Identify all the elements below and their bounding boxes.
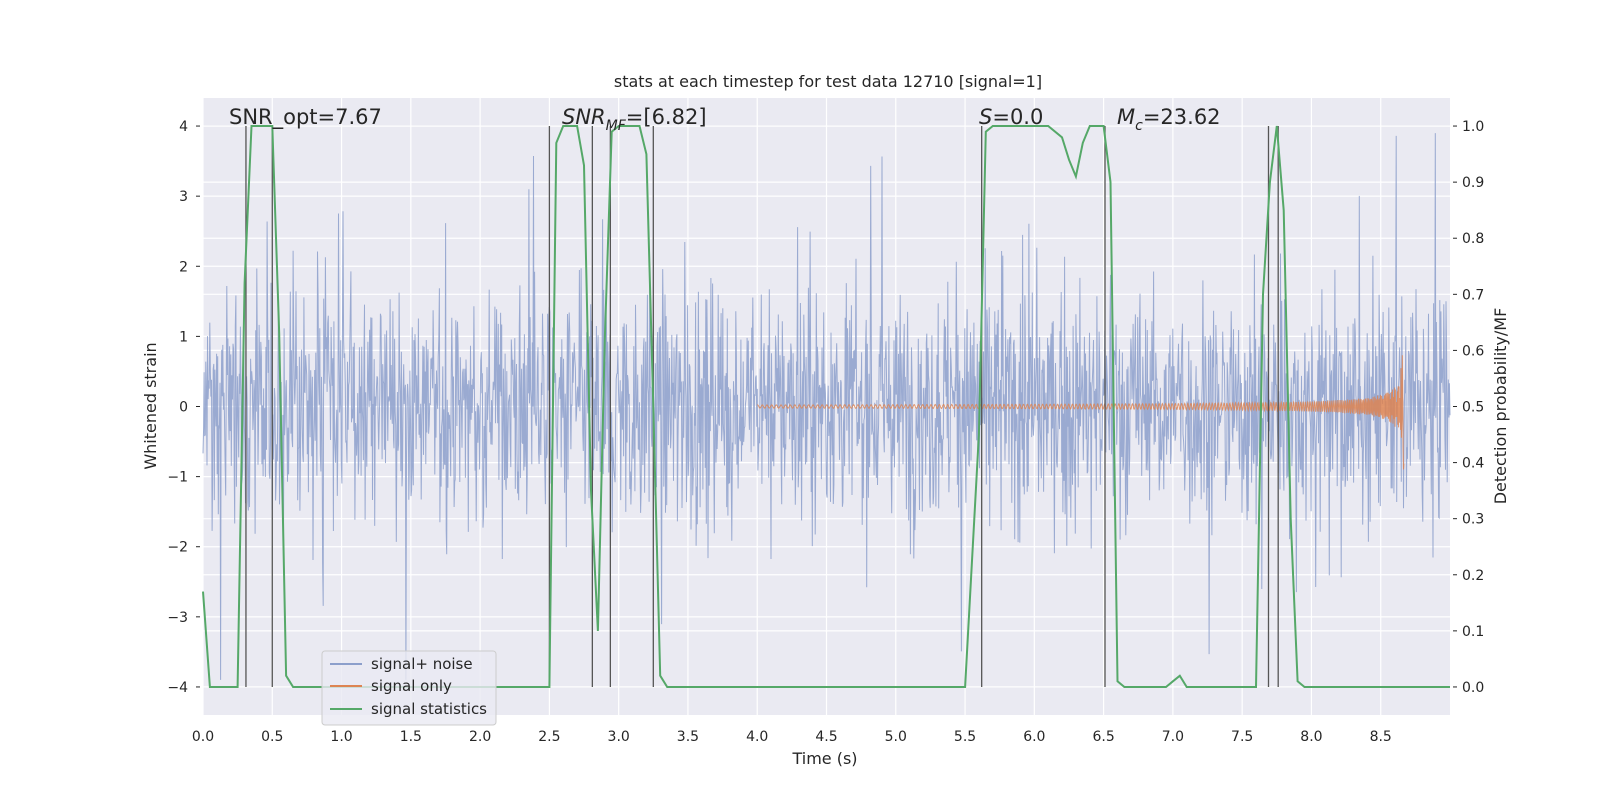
annotation-snr-mf-value: =[6.82] xyxy=(626,105,707,129)
signal-statistics-line xyxy=(202,125,1450,688)
x-tick-label: 2.5 xyxy=(538,729,560,745)
y-right-tick-label: 0.3 xyxy=(1462,512,1484,528)
legend-box xyxy=(321,650,497,726)
annotation-s-main: S xyxy=(979,105,992,129)
y-axis-right-label: Detection probability/MF xyxy=(1491,308,1510,505)
annotation-snr-opt: SNR_opt=7.67 xyxy=(229,105,382,130)
signal-only-series xyxy=(756,355,1405,470)
x-tick-label: 0.5 xyxy=(261,729,283,745)
x-tick-label: 7.0 xyxy=(1162,729,1184,745)
x-tick-label: 5.0 xyxy=(885,729,907,745)
y-tick-label: 4 xyxy=(179,119,188,135)
annotation-snr-mf-main: SNR xyxy=(562,105,606,129)
x-axis-label: Time (s) xyxy=(791,749,857,768)
x-tick-label: 1.5 xyxy=(400,729,422,745)
tick-labels: 0.0 0.5 1.0 1.5 2.0 2.5 3.0 3.5 4.0 4.5 5.0 5.5 6.0 6… xyxy=(167,119,1484,745)
legend: signal+ noise signal only signal statist… xyxy=(321,650,497,726)
y-right-tick-label: 0.2 xyxy=(1462,568,1484,584)
annotation-s: S=0.0 xyxy=(979,105,1043,129)
signal-only-line xyxy=(756,355,1405,470)
y-tick-label: −2 xyxy=(167,540,188,556)
x-tick-label: 3.5 xyxy=(677,729,699,745)
annotation-snr-mf: SNRMF=[6.82] xyxy=(562,105,707,134)
x-tick-label: 3.0 xyxy=(608,729,630,745)
y-right-tick-label: 1.0 xyxy=(1462,119,1484,135)
y-tick-label: −4 xyxy=(167,680,188,696)
y-tick-label: −1 xyxy=(167,470,188,486)
x-tick-label: 1.0 xyxy=(330,729,352,745)
y-tick-label: 0 xyxy=(179,400,188,416)
annotation-s-value: =0.0 xyxy=(992,105,1043,129)
x-tick-label: 7.5 xyxy=(1231,729,1253,745)
x-tick-label: 2.0 xyxy=(469,729,491,745)
signal-noise-line xyxy=(202,133,1451,680)
legend-label-signal-statistics: signal statistics xyxy=(371,700,487,718)
y-right-tick-label: 0.9 xyxy=(1462,175,1484,191)
chart-title: stats at each timestep for test data 127… xyxy=(614,72,1042,91)
annotation-mc-sub: c xyxy=(1135,118,1143,134)
x-tick-label: 5.5 xyxy=(954,729,976,745)
y-tick-label: −3 xyxy=(167,610,188,626)
y-tick-label: 3 xyxy=(179,189,188,205)
y-right-tick-label: 0.6 xyxy=(1462,343,1484,359)
signal-noise-series xyxy=(202,133,1451,680)
y-axis-label: Whitened strain xyxy=(141,342,160,469)
x-tick-label: 6.5 xyxy=(1092,729,1114,745)
annotation-mc: Mc=23.62 xyxy=(1117,105,1221,134)
x-tick-label: 8.0 xyxy=(1300,729,1322,745)
y-right-tick-label: 0.8 xyxy=(1462,231,1484,247)
y-right-tick-label: 0.1 xyxy=(1462,624,1484,640)
y-right-tick-label: 0.7 xyxy=(1462,287,1484,303)
y-right-tick-label: 0.0 xyxy=(1462,680,1484,696)
signal-statistics-series xyxy=(202,125,1450,688)
x-tick-label: 4.5 xyxy=(815,729,837,745)
annotation-mc-value: =23.62 xyxy=(1143,105,1221,129)
x-tick-label: 8.5 xyxy=(1370,729,1392,745)
y-tick-label: 2 xyxy=(179,259,188,275)
annotation-mc-main: M xyxy=(1117,105,1135,129)
legend-label-signal-only: signal only xyxy=(371,677,452,695)
legend-label-signal-noise: signal+ noise xyxy=(371,655,473,673)
y-right-tick-label: 0.5 xyxy=(1462,400,1484,416)
grid xyxy=(202,98,1450,715)
x-tick-label: 6.0 xyxy=(1023,729,1045,745)
y-right-tick-label: 0.4 xyxy=(1462,456,1484,472)
x-tick-label: 4.0 xyxy=(746,729,768,745)
vertical-markers xyxy=(245,126,1279,687)
y-tick-label: 1 xyxy=(179,329,188,345)
annotation-snr-mf-sub: MF xyxy=(606,118,627,134)
x-tick-label: 0.0 xyxy=(192,729,214,745)
